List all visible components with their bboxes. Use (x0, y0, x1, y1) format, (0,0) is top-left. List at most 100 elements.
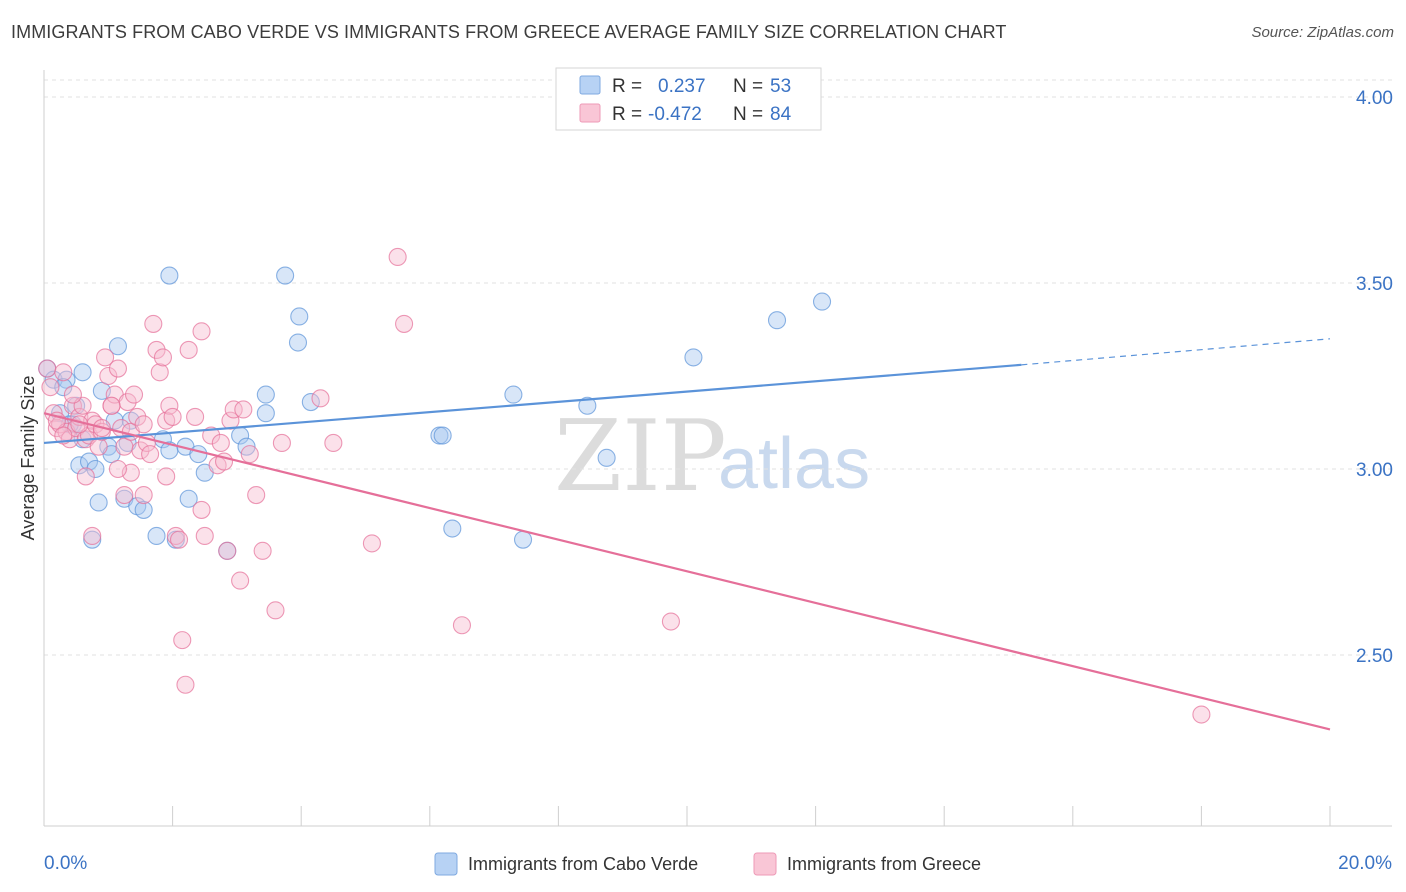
cabo-verde-point (89, 493, 108, 512)
legend-r-label-1: R = (612, 76, 642, 97)
greece-point (108, 459, 127, 479)
chart-source: Source: ZipAtlas.com (1251, 24, 1394, 41)
greece-point (141, 445, 160, 464)
legend-r-label-2: R = (612, 104, 642, 125)
greece-point (83, 526, 102, 546)
cabo-verde-point (108, 337, 127, 356)
cabo-verde-point (597, 448, 616, 467)
x-tick-label-min: 0.0% (44, 853, 87, 874)
cabo-verde-point (256, 385, 275, 404)
greece-point (173, 631, 192, 650)
greece-point (186, 407, 205, 426)
greece-point (169, 530, 189, 549)
watermark-atlas: atlas (718, 424, 870, 504)
greece-point (234, 400, 253, 419)
trend-lines (43, 338, 1331, 731)
cabo-verde-point (504, 385, 523, 404)
greece-point (54, 426, 73, 445)
greece-point (96, 348, 115, 367)
y-tick-label: 3.50 (1356, 274, 1393, 295)
greece-point (324, 433, 343, 453)
bottom-legend-swatch-greece (753, 852, 777, 876)
cabo-verde-point (160, 266, 179, 285)
cabo-verde-point (513, 530, 533, 549)
greece-point (452, 616, 472, 635)
cabo-verde-point (189, 445, 208, 464)
cabo-verde-trend-line (43, 363, 1022, 445)
cabo-verde-point (290, 307, 309, 326)
greece-trend-line (43, 412, 1331, 731)
greece-point (388, 247, 407, 267)
greece-point (134, 485, 153, 505)
greece-point (76, 467, 95, 486)
greece-point (395, 314, 414, 333)
cabo-verde-trend-extension (1021, 338, 1331, 366)
greece-point (224, 400, 243, 419)
chart-title: IMMIGRANTS FROM CABO VERDE VS IMMIGRANTS… (11, 22, 1007, 42)
y-axis-tick-labels: 2.50 3.00 3.50 4.00 (1356, 88, 1393, 667)
greece-point (163, 407, 182, 426)
greece-point (99, 366, 118, 386)
greece-point (192, 500, 211, 519)
greece-point (144, 314, 163, 333)
greece-point (147, 340, 166, 360)
greece-point (311, 389, 330, 408)
greece-point (160, 396, 179, 415)
legend-n-label-1: N = (733, 76, 763, 97)
greece-point (202, 426, 221, 445)
stats-legend: R = 0.237 N = 53 R = -0.472 N = 84 (555, 67, 822, 131)
greece-point (266, 601, 285, 620)
cabo-verde-point (86, 459, 105, 479)
greece-point (231, 571, 250, 590)
series-legend: Immigrants from Cabo Verde Immigrants fr… (434, 852, 981, 876)
greece-point (131, 441, 150, 460)
greece-point (272, 433, 291, 453)
greece-point (192, 322, 211, 341)
legend-r-value-1: 0.237 (658, 76, 706, 97)
legend-swatch-cabo-verde (579, 75, 601, 95)
gridlines (44, 79, 1392, 656)
greece-point (247, 485, 266, 505)
greece-point (1192, 705, 1211, 724)
greece-point (124, 385, 144, 404)
greece-point (63, 385, 82, 404)
greece-point (211, 433, 230, 453)
cabo-verde-point (73, 363, 92, 382)
greece-point (38, 359, 57, 378)
greece-point (153, 348, 173, 367)
greece-point (128, 407, 147, 426)
cabo-verde-point (276, 266, 295, 285)
cabo-verde-point (79, 452, 99, 471)
greece-point (150, 363, 169, 382)
cabo-verde-point (256, 404, 275, 423)
greece-point (115, 485, 134, 505)
bottom-legend-swatch-cabo-verde (434, 852, 458, 876)
cabo-verde-point (54, 378, 73, 397)
y-tick-label: 3.00 (1356, 460, 1393, 481)
greece-point (102, 396, 121, 415)
greece-point (176, 675, 195, 694)
cabo-verde-point (134, 500, 153, 519)
greece-point (195, 526, 214, 546)
greece-point (661, 612, 680, 631)
cabo-verde-point (301, 392, 320, 412)
greece-point (157, 467, 176, 486)
greece-point (108, 359, 127, 378)
watermark-zip: ZIP (554, 400, 727, 514)
greece-point (240, 445, 259, 464)
cabo-verde-point (578, 396, 597, 415)
greece-point (41, 378, 60, 397)
legend-n-value-2: 84 (770, 104, 792, 125)
greece-point (134, 415, 153, 434)
cabo-verde-point (433, 426, 452, 445)
legend-n-value-1: 53 (770, 76, 791, 97)
legend-swatch-greece (579, 103, 601, 123)
cabo-verde-point (179, 489, 198, 508)
y-tick-label: 4.00 (1356, 88, 1393, 109)
greece-point (218, 541, 237, 560)
x-axis-ticks (43, 806, 1331, 826)
legend-n-label-2: N = (733, 104, 763, 125)
cabo-verde-point (684, 348, 703, 367)
greece-point (89, 437, 108, 456)
